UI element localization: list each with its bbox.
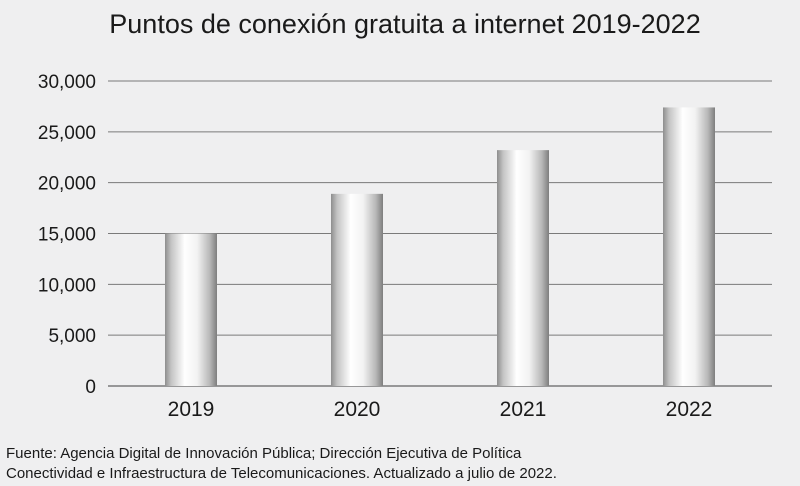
grid-lines: [108, 80, 772, 387]
y-tick-label: 30,000: [38, 72, 96, 93]
source-note: Fuente: Agencia Digital de Innovación Pú…: [6, 444, 796, 484]
bars: [165, 107, 715, 386]
x-tick-label-2020: 2020: [334, 398, 381, 421]
bar-2022: [663, 107, 715, 386]
x-axis-labels: 2019 2020 2021 2022: [168, 398, 713, 421]
y-tick-label: 20,000: [38, 174, 96, 195]
y-tick-label: 25,000: [38, 123, 96, 144]
bar-2020: [331, 193, 383, 386]
y-tick-label: 0: [85, 377, 96, 398]
y-tick-label: 15,000: [38, 225, 96, 246]
source-line-2: Conectividad e Infraestructura de Teleco…: [6, 465, 557, 482]
x-tick-label-2021: 2021: [500, 398, 547, 421]
x-tick-label-2022: 2022: [666, 398, 713, 421]
source-line-1: Fuente: Agencia Digital de Innovación Pú…: [6, 445, 522, 462]
y-axis-ticks: 0 5,000 10,000 15,000 20,000 25,000 30,000: [38, 72, 96, 398]
bar-chart: Puntos de conexión gratuita a internet 2…: [38, 9, 772, 421]
y-tick-label: 10,000: [38, 275, 96, 296]
x-tick-label-2019: 2019: [168, 398, 215, 421]
bar-2021: [497, 150, 549, 386]
y-tick-label: 5,000: [48, 326, 96, 347]
chart-title: Puntos de conexión gratuita a internet 2…: [109, 9, 700, 39]
bar-2019: [165, 233, 217, 386]
